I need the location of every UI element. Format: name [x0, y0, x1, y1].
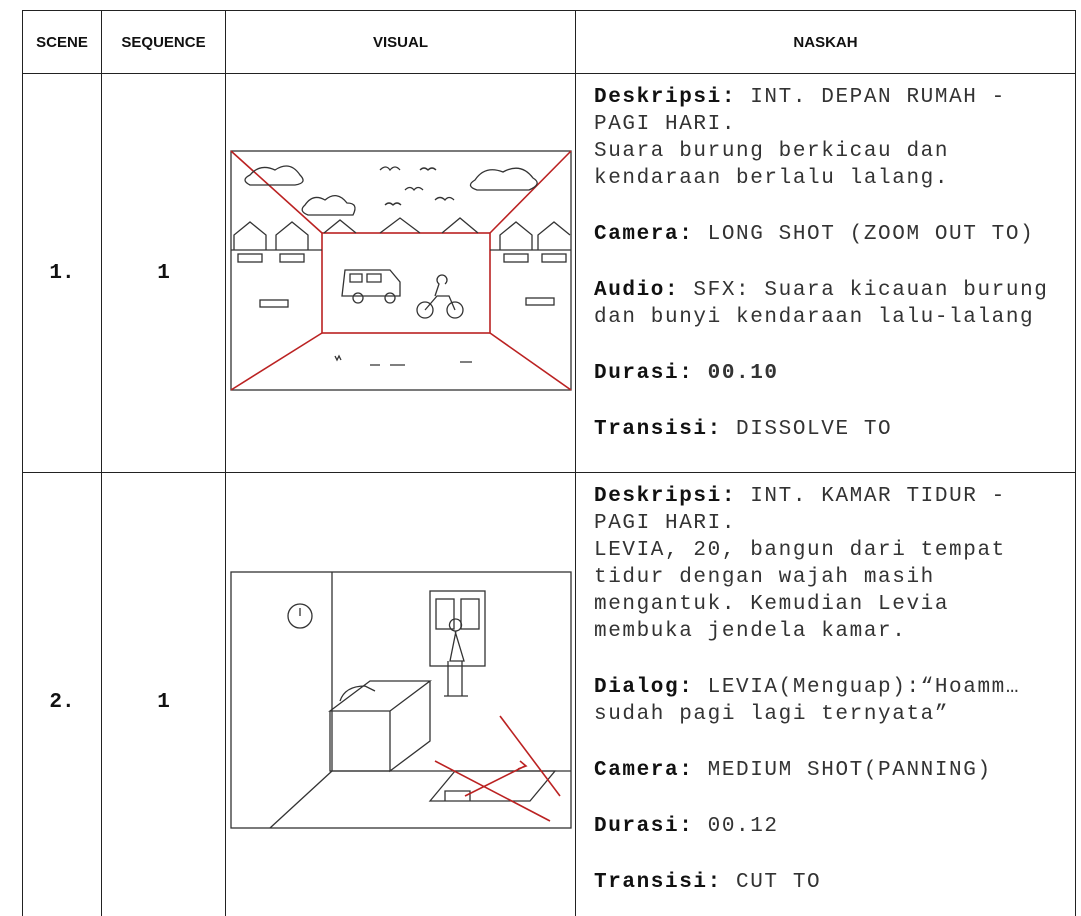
storyboard-table: SCENE SEQUENCE VISUAL NASKAH 1. 1 Deskri… — [22, 10, 1076, 916]
naskah-line: dan bunyi kendaraan lalu-lalang — [594, 304, 1075, 331]
naskah-label: Transisi: — [594, 871, 722, 894]
scene-number: 2. — [22, 472, 102, 916]
naskah-line: Deskripsi: INT. KAMAR TIDUR - — [594, 483, 1075, 510]
naskah-label: Camera: — [594, 223, 694, 246]
naskah-line: Audio: SFX: Suara kicauan burung — [594, 277, 1075, 304]
scene-row: 2. 1 Deskripsi: INT. KAMAR TIDUR - PAGI H… — [22, 472, 1076, 916]
naskah-entry: Camera: MEDIUM SHOT(PANNING) — [594, 757, 1075, 784]
naskah-line: Camera: MEDIUM SHOT(PANNING) — [594, 757, 1075, 784]
naskah-line: PAGI HARI. — [594, 111, 1075, 138]
naskah-text: CUT TO — [736, 871, 822, 894]
naskah-line: membuka jendela kamar. — [594, 618, 1075, 645]
sequence-number: 1 — [101, 73, 226, 473]
naskah-text: tidur dengan wajah masih — [594, 566, 935, 589]
naskah-entry: Transisi: CUT TO — [594, 869, 1075, 896]
naskah-text: LEVIA(Menguap):“Hoamm… — [707, 676, 1021, 699]
header-cell: SCENE — [22, 10, 102, 74]
sequence-number: 1 — [101, 472, 226, 916]
naskah-text: MEDIUM SHOT(PANNING) — [707, 759, 992, 782]
scene-row: 1. 1 Deskripsi: INT. DEPAN RUMAH - PAGI H… — [22, 73, 1076, 473]
naskah-text: PAGI HARI. — [594, 512, 737, 535]
naskah-text: LONG SHOT (ZOOM OUT TO) — [707, 223, 1035, 246]
header-cell: VISUAL — [225, 10, 576, 74]
naskah-label: Deskripsi: — [594, 86, 737, 109]
naskah-label: Camera: — [594, 759, 694, 782]
naskah-text: LEVIA, 20, bangun dari tempat — [594, 539, 1006, 562]
naskah-text: kendaraan berlalu lalang. — [594, 167, 950, 190]
naskah-text: INT. DEPAN RUMAH - — [750, 86, 1006, 109]
naskah-text: 00.10 — [707, 362, 779, 385]
header-cell: NASKAH — [575, 10, 1076, 74]
naskah-text: INT. KAMAR TIDUR - — [750, 485, 1006, 508]
naskah-label: Durasi: — [594, 815, 694, 838]
naskah-cell: Deskripsi: INT. KAMAR TIDUR - PAGI HARI. L… — [575, 472, 1076, 916]
header-cell: SEQUENCE — [101, 10, 226, 74]
naskah-line: sudah pagi lagi ternyata” — [594, 701, 1075, 728]
naskah-entry: Durasi: 00.12 — [594, 813, 1075, 840]
naskah-entry: Deskripsi: INT. KAMAR TIDUR - PAGI HARI. L… — [594, 483, 1075, 645]
naskah-line: mengantuk. Kemudian Levia — [594, 591, 1075, 618]
naskah-text: SFX: Suara kicauan burung — [693, 279, 1049, 302]
naskah-line: Suara burung berkicau dan — [594, 138, 1075, 165]
naskah-line: Camera: LONG SHOT (ZOOM OUT TO) — [594, 221, 1075, 248]
naskah-text: dan bunyi kendaraan lalu-lalang — [594, 306, 1035, 329]
sketch-bedroom — [229, 571, 572, 829]
naskah-label: Dialog: — [594, 676, 694, 699]
naskah-text: DISSOLVE TO — [736, 418, 893, 441]
visual-cell — [225, 472, 576, 916]
naskah-line: tidur dengan wajah masih — [594, 564, 1075, 591]
scene-number: 1. — [22, 73, 102, 473]
naskah-label: Audio: — [594, 279, 680, 302]
naskah-label: Transisi: — [594, 418, 722, 441]
naskah-entry: Deskripsi: INT. DEPAN RUMAH - PAGI HARI. S… — [594, 84, 1075, 192]
sketch-street — [229, 150, 572, 391]
naskah-label: Durasi: — [594, 362, 694, 385]
naskah-text: Suara burung berkicau dan — [594, 140, 950, 163]
naskah-text: sudah pagi lagi ternyata” — [594, 703, 950, 726]
naskah-line: kendaraan berlalu lalang. — [594, 165, 1075, 192]
naskah-cell: Deskripsi: INT. DEPAN RUMAH - PAGI HARI. S… — [575, 73, 1076, 473]
naskah-line: PAGI HARI. — [594, 510, 1075, 537]
naskah-entry: Transisi: DISSOLVE TO — [594, 416, 1075, 443]
naskah-line: Durasi: 00.10 — [594, 360, 1075, 387]
naskah-line: Transisi: DISSOLVE TO — [594, 416, 1075, 443]
naskah-line: Durasi: 00.12 — [594, 813, 1075, 840]
naskah-line: LEVIA, 20, bangun dari tempat — [594, 537, 1075, 564]
naskah-text: membuka jendela kamar. — [594, 620, 907, 643]
naskah-text: mengantuk. Kemudian Levia — [594, 593, 950, 616]
visual-cell — [225, 73, 576, 473]
naskah-line: Dialog: LEVIA(Menguap):“Hoamm… — [594, 674, 1075, 701]
naskah-text: 00.12 — [707, 815, 779, 838]
naskah-line: Deskripsi: INT. DEPAN RUMAH - — [594, 84, 1075, 111]
naskah-entry: Durasi: 00.10 — [594, 360, 1075, 387]
naskah-label: Deskripsi: — [594, 485, 737, 508]
naskah-line: Transisi: CUT TO — [594, 869, 1075, 896]
naskah-entry: Camera: LONG SHOT (ZOOM OUT TO) — [594, 221, 1075, 248]
naskah-entry: Dialog: LEVIA(Menguap):“Hoamm… sudah pagi… — [594, 674, 1075, 728]
header-row: SCENE SEQUENCE VISUAL NASKAH — [22, 10, 1076, 74]
naskah-entry: Audio: SFX: Suara kicauan burung dan buny… — [594, 277, 1075, 331]
naskah-text: PAGI HARI. — [594, 113, 737, 136]
